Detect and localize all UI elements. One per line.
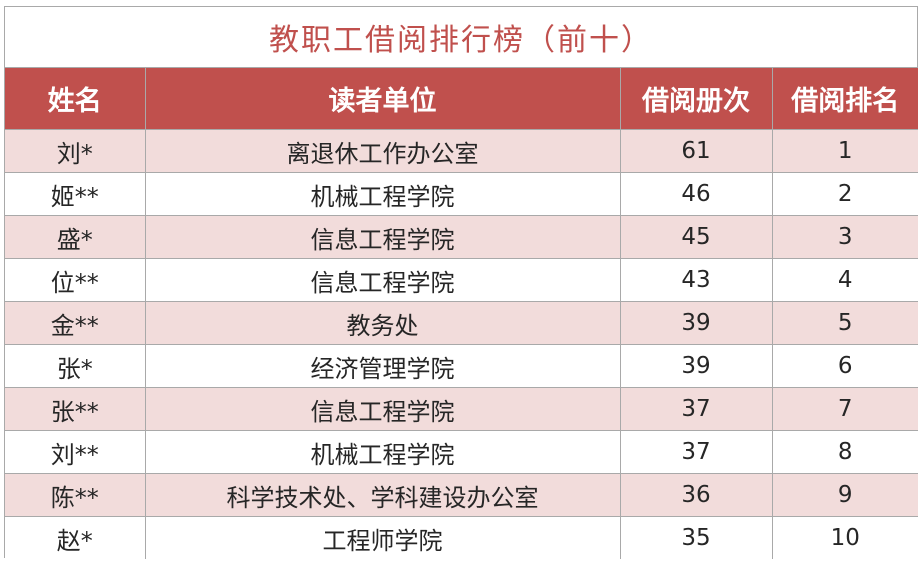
header-rank: 借阅排名: [771, 68, 918, 130]
cell-unit: 信息工程学院: [144, 258, 621, 302]
cell-count: 35: [619, 516, 773, 559]
cell-count: 43: [619, 258, 773, 302]
cell-unit: 机械工程学院: [144, 172, 621, 216]
cell-count: 36: [619, 473, 773, 517]
table-row: 金** 教务处 39 5: [5, 301, 918, 345]
cell-unit: 工程师学院: [144, 516, 621, 559]
cell-name: 张**: [5, 387, 146, 431]
cell-count: 61: [619, 129, 773, 173]
cell-name: 盛*: [5, 215, 146, 259]
table-row: 刘* 离退休工作办公室 61 1: [5, 129, 918, 173]
table-row: 张** 信息工程学院 37 7: [5, 387, 918, 431]
header-name: 姓名: [5, 68, 146, 130]
cell-rank: 10: [771, 516, 918, 559]
cell-count: 39: [619, 301, 773, 345]
ranking-table-frame: 教职工借阅排行榜（前十） 姓名 读者单位 借阅册次 借阅排名 刘* 离退休工作办…: [4, 6, 918, 559]
cell-name: 刘**: [5, 430, 146, 474]
table-row: 陈** 科学技术处、学科建设办公室 36 9: [5, 473, 918, 517]
cell-count: 39: [619, 344, 773, 388]
cell-unit: 教务处: [144, 301, 621, 345]
table-row: 张* 经济管理学院 39 6: [5, 344, 918, 388]
cell-unit: 离退休工作办公室: [144, 129, 621, 173]
cell-count: 45: [619, 215, 773, 259]
cell-count: 37: [619, 387, 773, 431]
cell-unit: 信息工程学院: [144, 215, 621, 259]
table-title: 教职工借阅排行榜（前十）: [5, 7, 917, 68]
cell-rank: 8: [771, 430, 918, 474]
cell-rank: 1: [771, 129, 918, 173]
header-count: 借阅册次: [619, 68, 773, 130]
cell-rank: 3: [771, 215, 918, 259]
cell-rank: 2: [771, 172, 918, 216]
cell-rank: 9: [771, 473, 918, 517]
header-unit: 读者单位: [144, 68, 621, 130]
cell-rank: 6: [771, 344, 918, 388]
cell-count: 46: [619, 172, 773, 216]
header-row: 姓名 读者单位 借阅册次 借阅排名: [5, 68, 918, 130]
cell-unit: 经济管理学院: [144, 344, 621, 388]
cell-name: 赵*: [5, 516, 146, 559]
cell-count: 37: [619, 430, 773, 474]
cell-rank: 5: [771, 301, 918, 345]
cell-unit: 科学技术处、学科建设办公室: [144, 473, 621, 517]
cell-name: 刘*: [5, 129, 146, 173]
table-row: 姬** 机械工程学院 46 2: [5, 172, 918, 216]
cell-unit: 信息工程学院: [144, 387, 621, 431]
table-row: 位** 信息工程学院 43 4: [5, 258, 918, 302]
cell-rank: 7: [771, 387, 918, 431]
cell-rank: 4: [771, 258, 918, 302]
table-row: 赵* 工程师学院 35 10: [5, 516, 918, 559]
cell-name: 张*: [5, 344, 146, 388]
cell-name: 金**: [5, 301, 146, 345]
table-row: 盛* 信息工程学院 45 3: [5, 215, 918, 259]
ranking-table: 姓名 读者单位 借阅册次 借阅排名 刘* 离退休工作办公室 61 1 姬** 机…: [5, 68, 918, 559]
table-row: 刘** 机械工程学院 37 8: [5, 430, 918, 474]
cell-name: 陈**: [5, 473, 146, 517]
cell-unit: 机械工程学院: [144, 430, 621, 474]
cell-name: 位**: [5, 258, 146, 302]
cell-name: 姬**: [5, 172, 146, 216]
